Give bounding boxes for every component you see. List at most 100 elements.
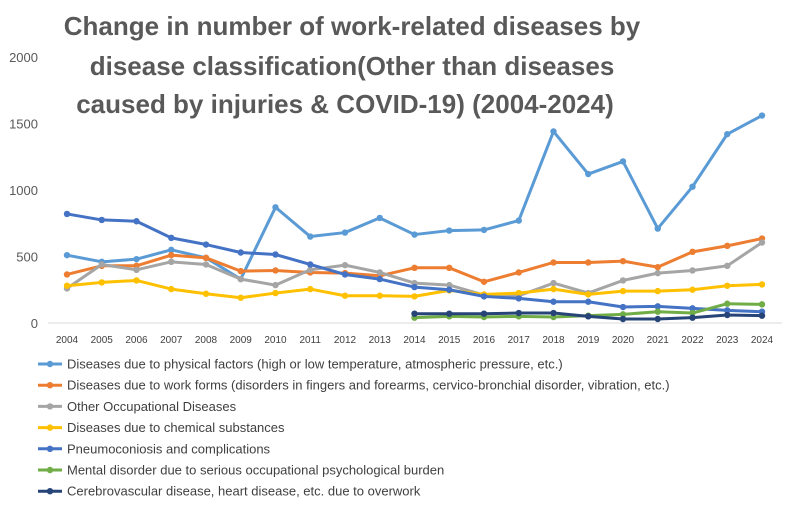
series-lines bbox=[63, 112, 766, 323]
legend-swatch-marker bbox=[46, 382, 54, 389]
data-point bbox=[654, 269, 661, 277]
data-point bbox=[341, 229, 349, 236]
data-point bbox=[724, 307, 731, 314]
x-tick-label: 2006 bbox=[125, 335, 148, 346]
chart-title-line: caused by injuries & COVID-19) (2004-202… bbox=[76, 89, 614, 119]
y-axis: 0 500 1000 1500 2000 bbox=[9, 50, 38, 331]
y-tick-label: 1500 bbox=[9, 117, 38, 132]
x-tick-label: 2014 bbox=[403, 335, 426, 346]
data-point bbox=[237, 294, 244, 301]
chart-title-line: disease classification(Other than diseas… bbox=[90, 51, 615, 81]
data-point bbox=[272, 289, 279, 297]
data-point bbox=[619, 315, 627, 323]
legend-item: Diseases due to physical factors (high o… bbox=[38, 357, 563, 372]
data-point bbox=[272, 251, 279, 258]
data-point bbox=[654, 303, 661, 310]
data-point bbox=[411, 283, 418, 291]
data-point bbox=[689, 286, 696, 293]
data-point bbox=[758, 301, 766, 308]
data-point bbox=[724, 311, 731, 319]
x-tick-label: 2012 bbox=[334, 335, 357, 346]
x-tick-label: 2009 bbox=[230, 335, 253, 346]
data-point bbox=[307, 266, 314, 273]
legend-label: Diseases due to work forms (disorders in… bbox=[67, 378, 670, 393]
data-point bbox=[341, 271, 349, 278]
data-point bbox=[480, 310, 488, 317]
data-point bbox=[689, 305, 696, 312]
x-tick-label: 2024 bbox=[751, 335, 774, 346]
data-point bbox=[724, 242, 731, 250]
data-point bbox=[202, 241, 210, 248]
data-point bbox=[515, 289, 522, 297]
legend-label: Diseases due to chemical substances bbox=[67, 420, 285, 435]
data-point bbox=[758, 312, 766, 319]
x-tick-label: 2011 bbox=[299, 335, 321, 346]
data-point bbox=[307, 261, 314, 268]
y-tick-label: 2000 bbox=[9, 50, 38, 65]
data-point bbox=[376, 214, 383, 222]
x-tick-label: 2019 bbox=[577, 335, 600, 346]
data-point bbox=[341, 292, 349, 299]
data-point bbox=[585, 291, 592, 298]
x-tick-label: 2020 bbox=[612, 335, 635, 346]
legend-item: Diseases due to chemical substances bbox=[38, 420, 285, 435]
legend-label: Other Occupational Diseases bbox=[67, 399, 237, 414]
data-point bbox=[619, 287, 627, 295]
data-point bbox=[63, 271, 71, 278]
data-point bbox=[619, 303, 627, 311]
data-point bbox=[63, 251, 71, 259]
x-tick-label: 2018 bbox=[542, 335, 565, 346]
data-point bbox=[63, 282, 71, 289]
data-point bbox=[202, 261, 210, 268]
data-point bbox=[550, 309, 557, 317]
data-point bbox=[237, 275, 244, 283]
data-point bbox=[272, 267, 279, 274]
data-point bbox=[480, 226, 488, 234]
data-point bbox=[98, 261, 105, 268]
data-point bbox=[446, 227, 453, 234]
data-point bbox=[168, 234, 175, 242]
data-point bbox=[63, 210, 71, 218]
series-group bbox=[63, 277, 766, 301]
data-point bbox=[411, 264, 418, 272]
x-tick-label: 2023 bbox=[716, 335, 739, 346]
x-tick-label: 2022 bbox=[681, 335, 704, 346]
legend-item: Cerebrovascular disease, heart disease, … bbox=[38, 484, 421, 499]
x-tick-label: 2021 bbox=[647, 335, 670, 346]
legend: Diseases due to physical factors (high o… bbox=[38, 357, 670, 499]
data-point bbox=[341, 261, 349, 269]
legend-swatch-marker bbox=[46, 403, 54, 410]
legend-item: Diseases due to work forms (disorders in… bbox=[38, 378, 670, 393]
data-point bbox=[411, 310, 418, 317]
data-point bbox=[446, 264, 453, 272]
data-point bbox=[619, 311, 627, 318]
series-group bbox=[63, 210, 766, 315]
data-point bbox=[133, 255, 140, 263]
x-tick-label: 2013 bbox=[369, 335, 392, 346]
data-point bbox=[689, 183, 696, 190]
series-group bbox=[411, 309, 766, 323]
data-point bbox=[619, 158, 627, 165]
y-tick-label: 1000 bbox=[9, 183, 38, 198]
x-tick-label: 2005 bbox=[91, 335, 114, 346]
legend-label: Cerebrovascular disease, heart disease, … bbox=[67, 484, 421, 499]
data-point bbox=[585, 298, 592, 305]
legend-label: Diseases due to physical factors (high o… bbox=[67, 357, 563, 372]
chart-title-line: Change in number of work-related disease… bbox=[64, 11, 641, 41]
x-tick-label: 2007 bbox=[160, 335, 183, 346]
data-point bbox=[411, 231, 418, 238]
legend-label: Pneumoconiosis and complications bbox=[67, 441, 271, 456]
legend-swatch-marker bbox=[46, 445, 54, 452]
data-point bbox=[585, 259, 592, 266]
legend-swatch-marker bbox=[46, 424, 54, 431]
data-point bbox=[272, 204, 279, 211]
data-point bbox=[98, 216, 105, 224]
data-point bbox=[550, 128, 557, 135]
data-point bbox=[724, 282, 731, 289]
data-point bbox=[550, 285, 557, 293]
legend-swatch-marker bbox=[46, 466, 54, 474]
data-point bbox=[376, 275, 383, 283]
x-tick-label: 2017 bbox=[508, 335, 531, 346]
data-point bbox=[758, 281, 766, 288]
